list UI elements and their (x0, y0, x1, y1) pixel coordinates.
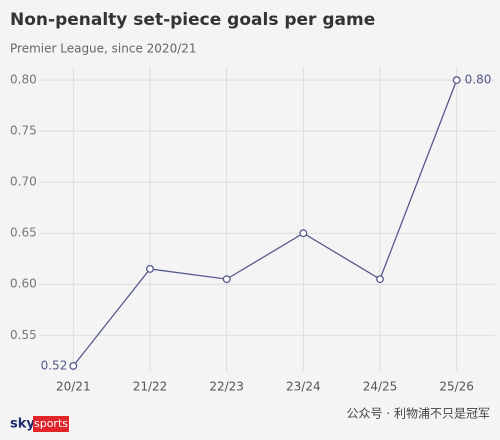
x-tick-label: 22/23 (209, 380, 244, 394)
line (72, 79, 458, 367)
brand-box-text: sports (34, 417, 68, 430)
y-tick-label: 0.75 (10, 124, 37, 138)
point (146, 264, 154, 273)
y-tick-label: 0.65 (10, 226, 37, 240)
chart-subtitle: Premier League, since 2020/21 (10, 42, 197, 56)
point (69, 361, 78, 370)
value-label: 0.52 (41, 358, 68, 372)
x-tick-label: 20/21 (56, 380, 91, 394)
brand: sky (10, 417, 35, 432)
point (376, 275, 384, 284)
chart-title: Non-penalty set-piece goals per game (10, 10, 375, 30)
y-tick-label: 0.80 (10, 73, 37, 87)
x-tick-label: 23/24 (286, 380, 321, 394)
x-tick-label: 25/26 (439, 380, 474, 394)
point (452, 76, 461, 85)
y-tick-label: 0.70 (10, 175, 37, 189)
y-tick-label: 0.60 (10, 277, 37, 291)
value-label: 0.80 (465, 73, 492, 87)
watermark: 公众号 · 利物浦不只是冠军 (347, 407, 490, 421)
point (299, 229, 308, 238)
x-tick-label: 21/22 (133, 380, 168, 394)
y-tick-label: 0.55 (10, 328, 37, 342)
brand-box (33, 416, 69, 432)
x-tick-label: 24/25 (363, 380, 398, 394)
point (222, 275, 231, 284)
